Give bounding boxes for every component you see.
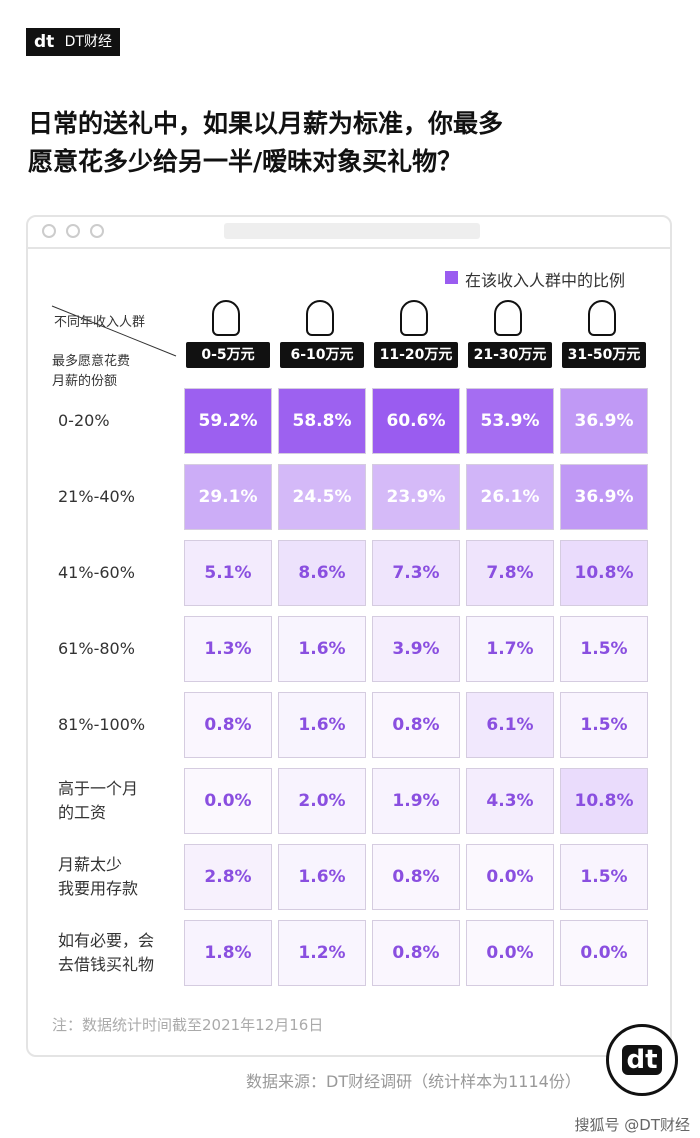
row-label: 高于一个月 的工资 — [58, 779, 139, 822]
heatmap-cell: 8.6% — [278, 540, 366, 606]
heatmap-cell: 36.9% — [560, 388, 648, 454]
heatmap-cell: 3.9% — [372, 616, 460, 682]
heatmap-cell: 1.5% — [560, 844, 648, 910]
avatar — [494, 300, 522, 336]
heatmap-cell: 1.6% — [278, 692, 366, 758]
heatmap-cell: 1.7% — [466, 616, 554, 682]
heatmap-cell: 60.6% — [372, 388, 460, 454]
logo-mark: dt — [34, 32, 55, 52]
heatmap-cell: 23.9% — [372, 464, 460, 530]
source: 数据来源：DT财经调研（统计样本为1114份） — [246, 1072, 581, 1091]
heatmap-cell: 0.8% — [372, 844, 460, 910]
brand-logo: dt DT财经 — [26, 28, 120, 56]
row-header: 最多愿意花费 月薪的份额 — [52, 354, 131, 389]
heatmap-cell: 0.0% — [466, 844, 554, 910]
window-bar — [28, 217, 670, 249]
avatar — [212, 300, 240, 336]
heatmap-cell: 1.8% — [184, 920, 272, 986]
heatmap-cell: 0.0% — [184, 768, 272, 834]
window-dot — [66, 224, 80, 238]
round-logo: dt — [606, 1024, 678, 1096]
heatmap-cell: 26.1% — [466, 464, 554, 530]
legend-label: 在该收入人群中的比例 — [465, 271, 626, 290]
row-label: 61%-80% — [58, 639, 135, 658]
column-label: 31-50万元 — [562, 342, 646, 368]
note: 注：数据统计时间截至2021年12月16日 — [52, 1016, 324, 1034]
window-dot — [42, 224, 56, 238]
row-label: 如有必要，会 去借钱买礼物 — [58, 931, 155, 974]
row-label: 0-20% — [58, 411, 110, 430]
heatmap-cell: 1.5% — [560, 616, 648, 682]
heatmap-cell: 58.8% — [278, 388, 366, 454]
chart-title: 日常的送礼中，如果以月薪为标准，你最多 — [28, 109, 504, 138]
column-label: 6-10万元 — [280, 342, 364, 368]
heatmap-cell: 59.2% — [184, 388, 272, 454]
heatmap-cell: 36.9% — [560, 464, 648, 530]
window-frame — [26, 215, 672, 1057]
footer: 搜狐号 @DT财经 — [574, 1116, 690, 1134]
heatmap-cell: 1.2% — [278, 920, 366, 986]
avatar — [588, 300, 616, 336]
column-label: 11-20万元 — [374, 342, 458, 368]
heatmap-cell: 29.1% — [184, 464, 272, 530]
column-label: 21-30万元 — [468, 342, 552, 368]
heatmap-cell: 10.8% — [560, 768, 648, 834]
heatmap-cell: 0.0% — [466, 920, 554, 986]
heatmap-cell: 1.5% — [560, 692, 648, 758]
heatmap-cell: 1.6% — [278, 616, 366, 682]
heatmap-cell: 7.3% — [372, 540, 460, 606]
heatmap-cell: 6.1% — [466, 692, 554, 758]
heatmap-cell: 7.8% — [466, 540, 554, 606]
heatmap-cell: 2.0% — [278, 768, 366, 834]
divider-line — [51, 305, 177, 357]
heatmap-cell: 0.0% — [560, 920, 648, 986]
window-dot — [90, 224, 104, 238]
heatmap-cell: 0.8% — [184, 692, 272, 758]
avatar — [400, 300, 428, 336]
heatmap-cell: 1.9% — [372, 768, 460, 834]
heatmap-cell: 4.3% — [466, 768, 554, 834]
column-label: 0-5万元 — [186, 342, 270, 368]
heatmap-cell: 0.8% — [372, 920, 460, 986]
row-label: 月薪太少 我要用存款 — [58, 855, 139, 898]
heatmap-cell: 1.6% — [278, 844, 366, 910]
address-bar — [224, 223, 480, 239]
row-label: 21%-40% — [58, 487, 135, 506]
heatmap-cell: 1.3% — [184, 616, 272, 682]
heatmap-cell: 10.8% — [560, 540, 648, 606]
chart-title: 愿意花多少给另一半/暧昧对象买礼物？ — [28, 147, 463, 176]
avatar — [306, 300, 334, 336]
column-header: 不同年收入人群 — [54, 315, 146, 330]
heatmap-cell: 24.5% — [278, 464, 366, 530]
logo-mark: dt — [622, 1045, 662, 1075]
heatmap-cell: 0.8% — [372, 692, 460, 758]
row-label: 41%-60% — [58, 563, 135, 582]
heatmap-cell: 2.8% — [184, 844, 272, 910]
corner-divider — [51, 305, 177, 357]
brand: DT财经 — [64, 34, 112, 50]
legend-swatch — [445, 271, 458, 284]
heatmap-cell: 5.1% — [184, 540, 272, 606]
heatmap-cell: 53.9% — [466, 388, 554, 454]
row-label: 81%-100% — [58, 715, 146, 734]
